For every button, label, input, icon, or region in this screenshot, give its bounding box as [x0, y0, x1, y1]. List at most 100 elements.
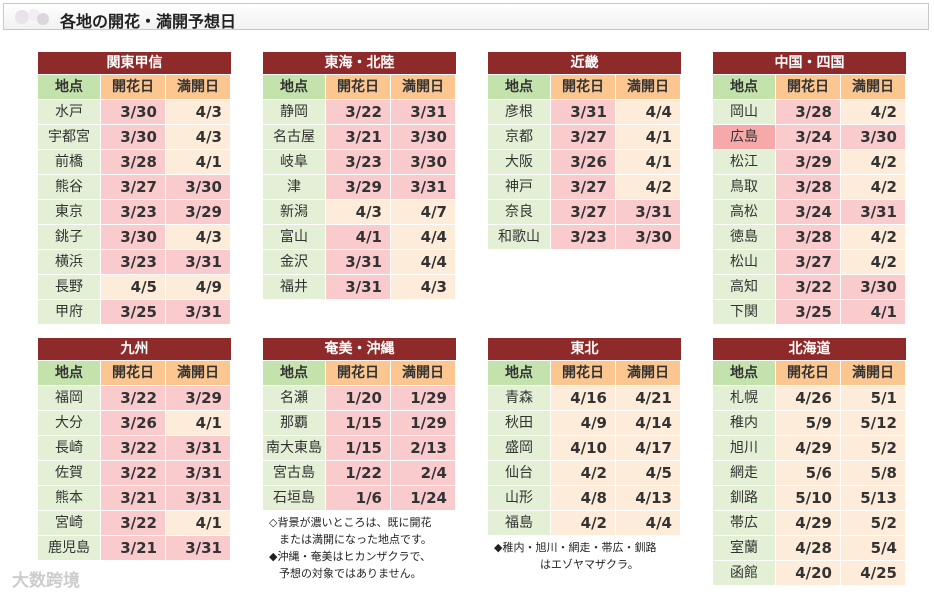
full-bloom-date: 5/4 — [841, 536, 905, 560]
place-cell: 新潟 — [263, 200, 325, 224]
column-header: 満開日 — [166, 361, 230, 385]
place-cell: 秋田 — [488, 411, 550, 435]
full-bloom-date: 3/31 — [166, 250, 230, 274]
bloom-date: 3/26 — [551, 150, 615, 174]
full-bloom-date: 3/31 — [616, 200, 680, 224]
full-bloom-date: 3/30 — [841, 275, 905, 299]
full-bloom-date: 5/1 — [841, 386, 905, 410]
full-bloom-date: 1/24 — [391, 486, 455, 510]
note-line: ◇背景が濃いところは、既に開花 — [269, 516, 432, 529]
place-cell: 南大東島 — [263, 436, 325, 460]
place-cell: 長野 — [38, 275, 100, 299]
place-cell: 山形 — [488, 486, 550, 510]
place-cell: 宮古島 — [263, 461, 325, 485]
place-cell: 水戸 — [38, 100, 100, 124]
bloom-date: 3/24 — [776, 200, 840, 224]
bloom-date: 3/27 — [551, 200, 615, 224]
place-cell: 岐阜 — [263, 150, 325, 174]
place-cell: 福島 — [488, 511, 550, 535]
bloom-date: 3/28 — [101, 150, 165, 174]
note-line: または満開になった地点です。 — [279, 533, 432, 546]
note-line: ◆沖縄・奄美はヒカンザクラで、 — [269, 550, 432, 563]
bloom-date: 3/27 — [101, 175, 165, 199]
bloom-date: 3/22 — [326, 100, 390, 124]
full-bloom-date: 4/2 — [841, 175, 905, 199]
place-cell: 富山 — [263, 225, 325, 249]
full-bloom-date: 4/1 — [616, 125, 680, 149]
place-cell: 石垣島 — [263, 486, 325, 510]
full-bloom-date: 4/14 — [616, 411, 680, 435]
place-cell: 銚子 — [38, 225, 100, 249]
bloom-date: 4/20 — [776, 561, 840, 585]
place-cell: 松江 — [713, 150, 775, 174]
column-header: 地点 — [263, 361, 325, 385]
place-cell: 網走 — [713, 461, 775, 485]
full-bloom-date: 3/29 — [166, 200, 230, 224]
watermark: 大数跨境 — [12, 571, 80, 591]
full-bloom-date: 4/7 — [391, 200, 455, 224]
column-header: 開花日 — [326, 361, 390, 385]
full-bloom-date: 5/2 — [841, 511, 905, 535]
bloom-date: 4/8 — [551, 486, 615, 510]
bloom-date: 3/27 — [551, 125, 615, 149]
place-cell: 長崎 — [38, 436, 100, 460]
full-bloom-date: 4/4 — [616, 511, 680, 535]
place-cell: 帯広 — [713, 511, 775, 535]
region-header: 奄美・沖縄 — [263, 338, 456, 360]
bloom-date: 3/24 — [776, 125, 840, 149]
place-cell: 前橋 — [38, 150, 100, 174]
region-header: 中国・四国 — [713, 52, 906, 74]
column-header: 満開日 — [616, 361, 680, 385]
region-header: 関東甲信 — [38, 52, 231, 74]
full-bloom-date: 3/31 — [166, 461, 230, 485]
bloom-date: 3/27 — [551, 175, 615, 199]
full-bloom-date: 4/2 — [841, 150, 905, 174]
place-cell: 甲府 — [38, 300, 100, 324]
bloom-date: 4/29 — [776, 436, 840, 460]
full-bloom-date: 3/30 — [616, 225, 680, 249]
column-header: 開花日 — [551, 361, 615, 385]
column-header: 開花日 — [326, 75, 390, 99]
column-header: 開花日 — [776, 75, 840, 99]
place-cell: 福岡 — [38, 386, 100, 410]
full-bloom-date: 4/21 — [616, 386, 680, 410]
bloom-date: 3/25 — [101, 300, 165, 324]
bloom-date: 3/23 — [326, 150, 390, 174]
column-header: 満開日 — [841, 75, 905, 99]
bloom-date: 1/15 — [326, 411, 390, 435]
bloom-date: 4/5 — [101, 275, 165, 299]
place-cell: 金沢 — [263, 250, 325, 274]
full-bloom-date: 3/31 — [391, 175, 455, 199]
bloom-date: 3/25 — [776, 300, 840, 324]
bloom-date: 3/30 — [101, 125, 165, 149]
sakura-icon — [15, 9, 49, 25]
full-bloom-date: 1/29 — [391, 386, 455, 410]
place-cell: 横浜 — [38, 250, 100, 274]
place-cell: 高松 — [713, 200, 775, 224]
bloom-date: 4/1 — [326, 225, 390, 249]
bloom-date: 1/22 — [326, 461, 390, 485]
note-line: はエゾヤマザクラ。 — [540, 558, 639, 571]
region-header: 東海・北陸 — [263, 52, 456, 74]
bloom-date: 3/22 — [101, 461, 165, 485]
page-title: 各地の開花・満開予想日 — [60, 12, 237, 31]
bloom-date: 3/30 — [101, 225, 165, 249]
full-bloom-date: 4/2 — [841, 250, 905, 274]
place-cell: 札幌 — [713, 386, 775, 410]
note-line: ◆稚内・旭川・網走・帯広・釧路 — [494, 541, 657, 554]
full-bloom-date: 3/30 — [391, 150, 455, 174]
full-bloom-date: 4/3 — [391, 275, 455, 299]
full-bloom-date: 3/30 — [841, 125, 905, 149]
full-bloom-date: 4/3 — [166, 225, 230, 249]
full-bloom-date: 4/2 — [616, 175, 680, 199]
place-cell: 函館 — [713, 561, 775, 585]
place-cell: 広島 — [713, 125, 775, 149]
full-bloom-date: 4/4 — [391, 225, 455, 249]
place-cell: 青森 — [488, 386, 550, 410]
bloom-date: 4/16 — [551, 386, 615, 410]
column-header: 地点 — [488, 361, 550, 385]
region-header: 東北 — [488, 338, 681, 360]
bloom-date: 3/21 — [101, 536, 165, 560]
place-cell: 奈良 — [488, 200, 550, 224]
